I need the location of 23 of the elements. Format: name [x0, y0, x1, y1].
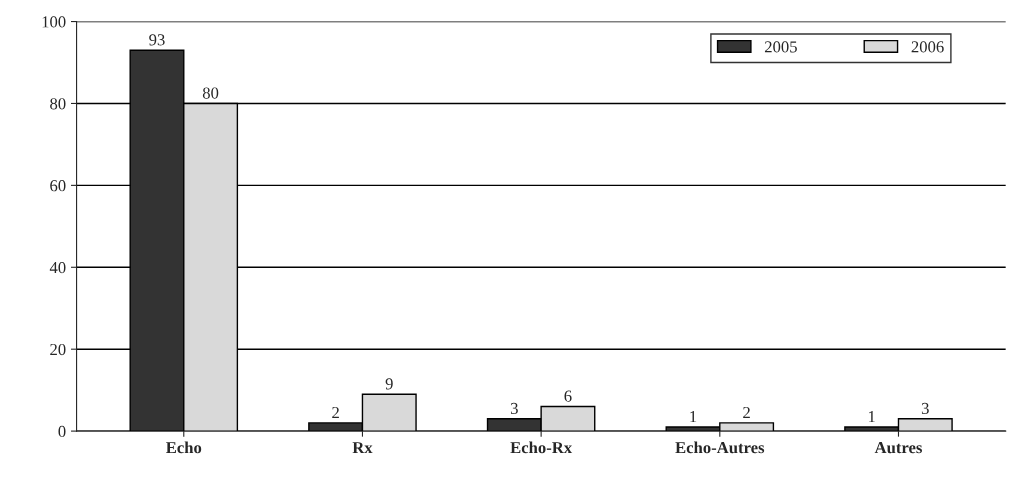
- data-label: 6: [564, 390, 572, 402]
- y-tick-label: 40: [49, 261, 66, 274]
- data-label: 3: [921, 402, 929, 415]
- data-label: 2: [743, 406, 750, 418]
- legend-label: 2006: [911, 41, 944, 53]
- x-tick-label: Autres: [874, 442, 922, 454]
- data-label: 80: [202, 87, 219, 99]
- x-tick-label: Echo: [166, 441, 202, 454]
- legend-label: 2005: [764, 41, 797, 53]
- y-tick-label: 80: [50, 98, 66, 110]
- y-tick-label: 100: [42, 16, 66, 28]
- x-tick-label: Rx: [352, 442, 373, 454]
- y-tick-label: 0: [58, 425, 66, 438]
- y-tick-label: 60: [50, 180, 66, 192]
- data-label: 3: [510, 402, 518, 415]
- x-tick-label: Echo-Autres: [675, 441, 765, 454]
- data-label: 93: [149, 34, 165, 46]
- data-label: 2: [332, 406, 339, 418]
- y-tick-label: 20: [50, 343, 66, 356]
- data-label: 1: [690, 411, 697, 423]
- data-label: 9: [385, 378, 393, 390]
- x-tick-label: Echo-Rx: [510, 441, 573, 454]
- data-label: 1: [868, 411, 875, 423]
